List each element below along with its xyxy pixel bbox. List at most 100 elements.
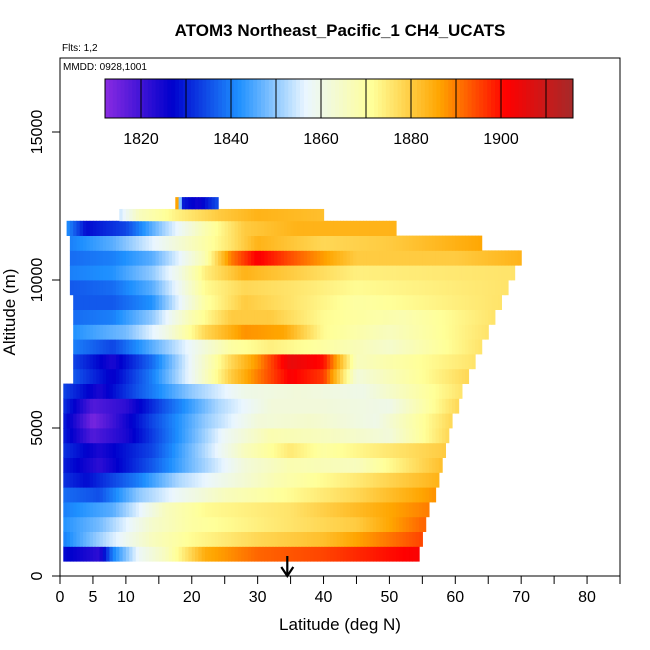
heatmap-cell [382, 265, 387, 281]
heatmap-cell [129, 280, 134, 296]
heatmap-cell [142, 472, 147, 488]
heatmap-cell [139, 428, 143, 444]
heatmap-cell [293, 457, 298, 473]
heatmap-cell [293, 265, 298, 281]
heatmap-cell [162, 398, 167, 414]
heatmap-cell [152, 220, 157, 236]
heatmap-cell [218, 220, 223, 236]
heatmap-cell [204, 294, 209, 310]
heatmap-cell [382, 546, 387, 562]
heatmap-cell [392, 309, 397, 325]
heatmap-cell [461, 339, 466, 355]
heatmap-cell [106, 324, 111, 340]
heatmap-cell [494, 280, 499, 296]
heatmap-cell [284, 235, 288, 251]
heatmap-cell [504, 250, 509, 266]
heatmap-cell [247, 324, 252, 340]
colorbar-segment [370, 79, 375, 118]
heatmap-cell [307, 265, 311, 281]
heatmap-cell [349, 502, 354, 518]
heatmap-cell [452, 368, 456, 384]
heatmap-cell [152, 516, 157, 532]
heatmap-cell [307, 250, 311, 266]
colorbar-segment [280, 79, 285, 118]
colorbar-segment [518, 79, 523, 118]
heatmap-cell [346, 280, 351, 296]
heatmap-cell [353, 442, 358, 458]
heatmap-cell [349, 309, 354, 325]
heatmap-cell [96, 220, 101, 236]
heatmap-cell [218, 324, 223, 340]
heatmap-cell [422, 368, 427, 384]
heatmap-cell [399, 428, 404, 444]
heatmap-cell [224, 428, 229, 444]
heatmap-cell [336, 265, 341, 281]
heatmap-cell [372, 294, 377, 310]
heatmap-cell [488, 265, 493, 281]
heatmap-cell [389, 250, 394, 266]
x-tick-label: 40 [315, 589, 333, 606]
heatmap-cell [188, 457, 193, 473]
heatmap-cell [402, 516, 407, 532]
heatmap-cell [372, 265, 377, 281]
heatmap-cell [106, 442, 111, 458]
heatmap-cell [293, 208, 298, 222]
heatmap-cell [389, 546, 394, 562]
heatmap-cell [310, 339, 315, 355]
heatmap-cell [270, 250, 275, 266]
heatmap-cell [264, 442, 269, 458]
heatmap-cell [231, 487, 236, 503]
heatmap-cell [372, 428, 377, 444]
heatmap-cell [307, 457, 311, 473]
heatmap-cell [425, 413, 430, 429]
heatmap-cell [234, 220, 239, 236]
heatmap-cell [356, 339, 361, 355]
heatmap-cell [297, 235, 302, 251]
heatmap-cell [264, 265, 269, 281]
heatmap-cell [448, 235, 453, 251]
heatmap-cell [359, 383, 364, 399]
heatmap-cell [86, 383, 91, 399]
heatmap-cell [231, 294, 236, 310]
heatmap-cell [116, 442, 120, 458]
heatmap-cell [175, 354, 180, 370]
heatmap-cell [122, 250, 127, 266]
heatmap-cell [175, 531, 180, 547]
heatmap-cell [165, 398, 170, 414]
heatmap-cell [145, 383, 150, 399]
heatmap-cell [201, 383, 206, 399]
heatmap-cell [244, 339, 249, 355]
heatmap-cell [435, 250, 440, 266]
heatmap-cell [300, 324, 305, 340]
heatmap-cell [66, 516, 71, 532]
heatmap-cell [333, 294, 338, 310]
heatmap-cell [405, 428, 410, 444]
heatmap-cell [109, 428, 114, 444]
heatmap-cell [284, 265, 288, 281]
heatmap-cell [119, 457, 124, 473]
heatmap-cell [214, 531, 219, 547]
heatmap-cell [188, 502, 193, 518]
heatmap-cell [333, 368, 338, 384]
heatmap-cell [481, 324, 486, 340]
heatmap-cell [254, 428, 259, 444]
heatmap-cell [372, 250, 377, 266]
heatmap-cell [287, 383, 292, 399]
heatmap-cell [139, 546, 143, 562]
heatmap-cell [125, 220, 130, 236]
heatmap-cell [168, 324, 173, 340]
heatmap-cell [399, 502, 404, 518]
heatmap-cell [165, 280, 170, 296]
heatmap-cell [349, 250, 354, 266]
heatmap-cell [478, 250, 483, 266]
heatmap-cell [158, 487, 163, 503]
heatmap-cell [465, 309, 470, 325]
heatmap-cell [277, 339, 282, 355]
heatmap-cell [511, 265, 516, 281]
heatmap-cell [452, 280, 456, 296]
heatmap-cell [264, 339, 269, 355]
heatmap-cell [471, 324, 476, 340]
heatmap-cell [333, 487, 338, 503]
heatmap-cell [287, 502, 292, 518]
heatmap-cell [86, 531, 91, 547]
